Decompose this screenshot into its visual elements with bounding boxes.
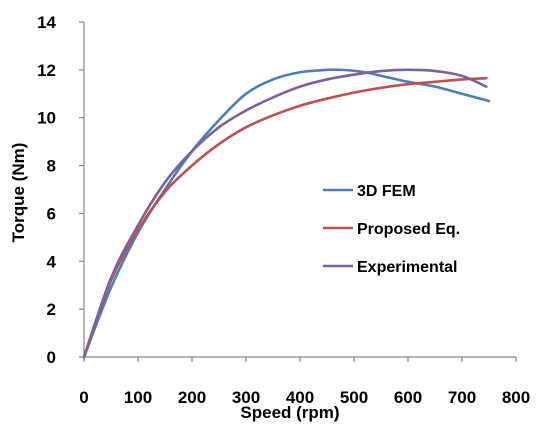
series-line-proposed-eq [82,76,488,359]
legend-label-experimental: Experimental [357,259,457,276]
x-tick-label: 100 [124,388,152,407]
x-tick-label: 0 [79,388,88,407]
y-tick-label: 0 [47,348,56,367]
y-tick-label: 10 [37,109,56,128]
x-tick-label: 300 [232,388,260,407]
y-axis-title: Torque (Nm) [9,143,28,243]
x-tick-label: 400 [286,388,314,407]
y-tick-label: 12 [37,61,56,80]
x-tick-label: 500 [340,388,368,407]
legend: 3D FEM Proposed Eq. Experimental [323,183,460,276]
x-tick-label: 800 [502,388,530,407]
y-tick-label: 14 [37,13,56,32]
y-tick-label: 4 [47,252,57,271]
axes: 0 2 4 6 8 10 12 14 0 100 200 300 400 500 600 700 800 [37,13,530,407]
series-line-experimental [82,68,488,359]
x-axis-title: Speed (rpm) [240,403,339,422]
plot-lines [82,68,491,359]
y-tick-label: 8 [47,157,56,176]
x-tick-label: 700 [448,388,476,407]
x-tick-label: 600 [394,388,422,407]
legend-label-3d-fem: 3D FEM [357,183,416,200]
legend-label-proposed-eq: Proposed Eq. [357,221,460,238]
x-tick-label: 200 [178,388,206,407]
y-tick-label: 2 [47,300,56,319]
y-tick-label: 6 [47,204,56,223]
